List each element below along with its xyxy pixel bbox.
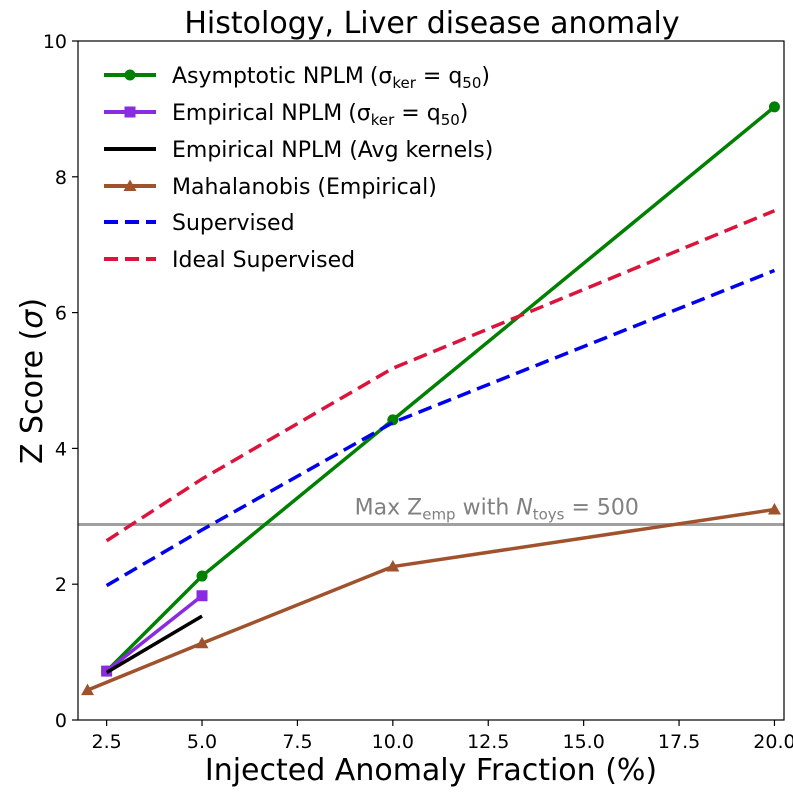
series-line-empirical-nplm-q50	[105, 594, 204, 673]
legend: Asymptotic NPLM (σker = q50) Empirical NP…	[104, 64, 493, 273]
x-tick-label: 17.5	[658, 731, 700, 753]
legend-marker-empirical-nplm-q50	[124, 106, 136, 118]
y-tick-label: 8	[55, 167, 67, 189]
x-axis-label: Injected Anomaly Fraction (%)	[205, 753, 657, 788]
x-tick-label: 20.0	[753, 731, 793, 753]
legend-close-asymptotic-nplm: )	[481, 64, 490, 89]
legend-sub2-empirical-nplm-q50: 50	[441, 111, 460, 129]
reference-line-label-sub2: toys	[533, 505, 565, 523]
legend-sub2-asymptotic-nplm: 50	[462, 74, 481, 92]
reference-line-label-prefix: Max Z	[355, 495, 423, 520]
legend-item-empirical-nplm-q50: Empirical NPLM (σker = q50)	[104, 101, 468, 129]
legend-close-empirical-nplm-q50: )	[460, 101, 469, 126]
legend-suffix-empirical-nplm-q50: (σ	[348, 101, 371, 126]
data-point-mahalanobis	[767, 503, 781, 515]
series-line-asymptotic-nplm	[105, 105, 776, 673]
legend-label-empirical-nplm-avg: Empirical NPLM (Avg kernels)	[172, 138, 493, 163]
reference-line-label-eq: = 500	[565, 495, 639, 520]
x-tick-label: 12.5	[467, 731, 509, 753]
y-tick-label: 4	[55, 438, 67, 460]
plot-area	[78, 41, 784, 720]
x-tick-label: 10.0	[372, 731, 414, 753]
y-tick-label: 6	[55, 303, 67, 325]
legend-name-empirical-nplm-q50: Empirical NPLM	[172, 101, 342, 126]
reference-line-label-var: N	[516, 495, 532, 520]
legend-item-supervised: Supervised	[104, 211, 295, 236]
legend-mid-empirical-nplm-q50: = q	[394, 101, 440, 126]
chart-title: Histology, Liver disease anomaly	[184, 6, 679, 41]
legend-label-asymptotic-nplm: Asymptotic NPLM (σker = q50)	[172, 64, 490, 92]
y-axis-label: Z Score (σ)	[15, 298, 50, 464]
series-line-supervised	[105, 268, 776, 588]
legend-item-mahalanobis: Mahalanobis (Empirical)	[104, 175, 437, 200]
legend-name-asymptotic-nplm: Asymptotic NPLM	[172, 64, 364, 89]
data-point-asymptotic-nplm	[196, 570, 208, 582]
legend-label-mahalanobis: Mahalanobis (Empirical)	[172, 175, 437, 200]
series-line-mahalanobis	[86, 507, 775, 692]
legend-suffix-asymptotic-nplm: (σ	[370, 64, 393, 89]
legend-label-supervised: Supervised	[172, 211, 295, 236]
legend-marker-asymptotic-nplm	[124, 69, 136, 81]
y-tick-label: 10	[43, 31, 67, 53]
y-axis-ticks: 0 2 4 6 8 10	[43, 31, 78, 732]
legend-sub1-empirical-nplm-q50: ker	[371, 111, 395, 129]
legend-label-empirical-nplm-q50: Empirical NPLM (σker = q50)	[172, 101, 468, 129]
x-tick-label: 2.5	[92, 731, 122, 753]
plot-frame	[77, 40, 785, 721]
legend-item-empirical-nplm-avg: Empirical NPLM (Avg kernels)	[104, 138, 493, 163]
reference-line-label-mid: with	[456, 495, 517, 520]
x-tick-label: 5.0	[187, 731, 217, 753]
data-point-mahalanobis	[81, 683, 95, 696]
x-axis-ticks: 2.5 5.0 7.5 10.0 12.5 15.0 17.5 20.0	[92, 720, 793, 753]
data-point-empirical-nplm-q50	[196, 590, 208, 602]
x-tick-label: 15.0	[562, 731, 604, 753]
series-line-empirical-nplm-avg	[105, 614, 203, 674]
data-point-mahalanobis	[386, 560, 400, 572]
y-axis-label-close: )	[15, 298, 50, 310]
y-axis-label-symbol: σ	[15, 309, 50, 329]
legend-sub1-asymptotic-nplm: ker	[392, 74, 416, 92]
reference-line-label-sub: emp	[422, 505, 455, 523]
data-point-asymptotic-nplm	[768, 101, 780, 113]
legend-mid-asymptotic-nplm: = q	[416, 64, 462, 89]
data-point-mahalanobis	[195, 636, 209, 649]
legend-item-asymptotic-nplm: Asymptotic NPLM (σker = q50)	[104, 64, 490, 92]
y-axis-label-text: Z Score (	[15, 329, 50, 464]
legend-label-ideal-supervised: Ideal Supervised	[172, 248, 355, 273]
legend-item-ideal-supervised: Ideal Supervised	[104, 248, 355, 273]
x-tick-label: 7.5	[282, 731, 312, 753]
y-tick-label: 2	[55, 574, 67, 596]
reference-line-label: Max Zemp with Ntoys = 500	[355, 495, 639, 523]
y-tick-label: 0	[55, 710, 67, 732]
series-group	[81, 101, 781, 696]
legend-marker-mahalanobis	[123, 179, 137, 191]
series-line-ideal-supervised	[105, 209, 776, 543]
